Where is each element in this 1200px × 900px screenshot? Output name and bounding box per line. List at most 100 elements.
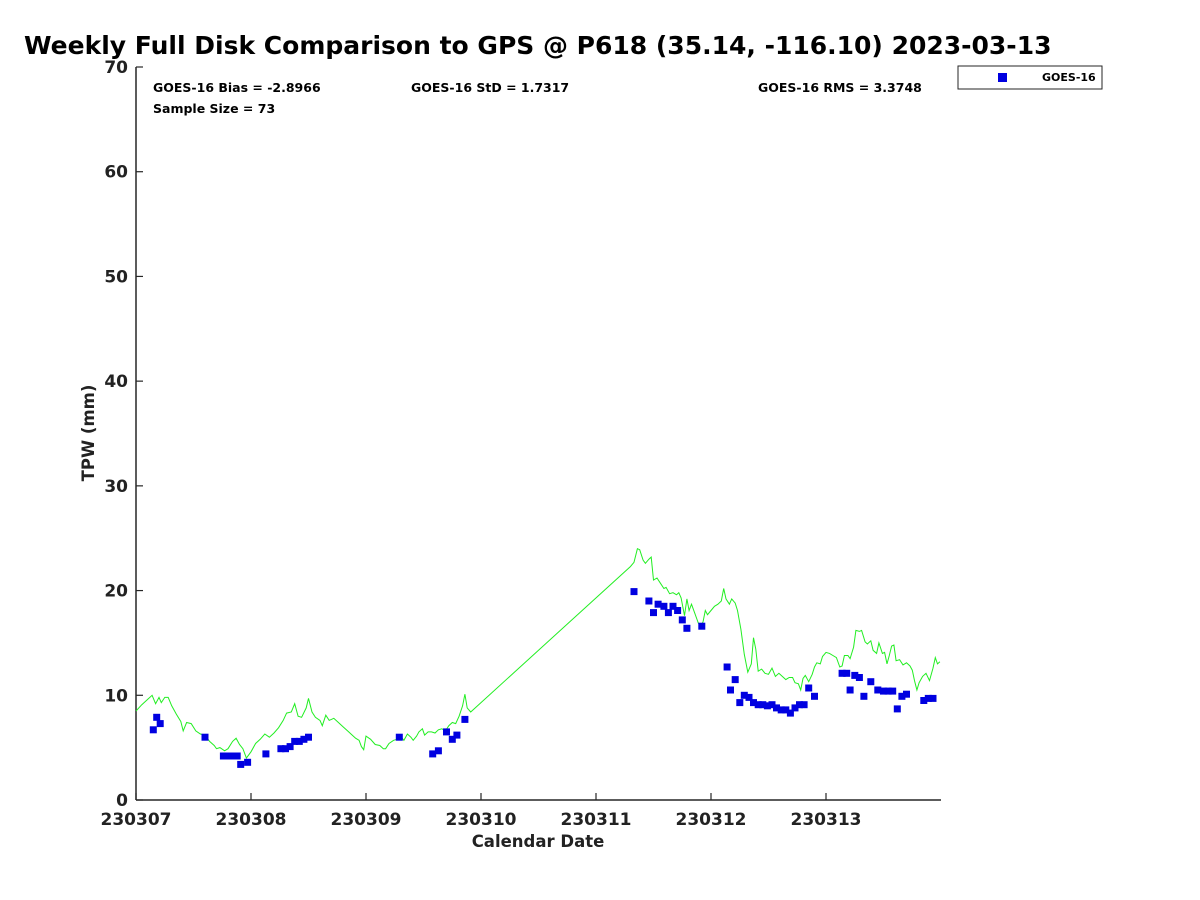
goes16-point [731,676,739,684]
goes16-point [791,704,799,712]
plot-area [136,67,941,800]
goes16-point [903,690,910,698]
goes16-point [860,692,868,700]
goes16-point [811,692,818,700]
gps-line [135,548,941,760]
goes16-point [669,602,677,610]
goes16-point [664,609,672,617]
goes16-point [782,706,790,714]
goes16-point [884,687,892,695]
std-stat: GOES-16 StD = 1.7317 [411,80,569,95]
goes16-point [461,715,469,723]
goes16-point [153,713,161,721]
goes16-point [855,674,863,681]
y-tick-label: 60 [104,163,128,183]
goes16-point [295,737,303,745]
goes16-point [282,745,289,753]
x-tick-label: 230311 [561,810,632,830]
goes16-point [800,701,808,709]
goes16-point [305,733,312,741]
x-tick-label: 230307 [101,810,172,830]
goes16-point [201,733,209,741]
goes16-point [786,709,794,717]
y-tick-label: 50 [104,267,128,287]
goes16-point [277,745,285,753]
goes16-point [736,699,744,707]
goes16-point [660,602,668,610]
x-tick-label: 230312 [676,810,747,830]
rms-stat: GOES-16 RMS = 3.3748 [758,80,922,95]
y-tick-label: 40 [104,372,128,392]
goes16-point [893,705,901,713]
goes16-point [698,622,706,630]
goes16-point [796,701,803,709]
goes16-point [805,684,813,692]
y-tick-label: 10 [104,686,128,706]
goes16-point [443,728,450,736]
goes16-point [645,597,653,605]
goes16-point [233,752,241,760]
legend: GOES-16 [957,65,1103,90]
goes16-point [773,704,780,712]
goes16-point [745,693,753,701]
goes16-point [650,609,657,617]
x-axis-label: Calendar Date [472,832,605,851]
goes16-point [874,686,882,694]
goes16-point [763,702,771,710]
goes16-point [300,735,308,743]
goes16-point [683,624,691,632]
goes16-point [149,726,157,734]
x-tick-label: 230309 [331,810,402,830]
goes16-point [851,671,859,679]
legend-box [957,65,1103,90]
goes16-point [723,663,731,671]
goes16-point [759,701,767,709]
goes16-point [750,699,757,707]
y-tick-label: 0 [116,791,128,811]
goes16-point [768,701,776,709]
goes16-point [727,686,734,694]
goes16-point [237,760,245,768]
goes16-point [448,735,456,743]
goes16-point [654,600,662,608]
goes16-point [678,616,686,624]
goes16-point [434,747,442,755]
y-axis-ticks: 0 10 20 30 40 50 60 70 [104,58,143,811]
goes16-point [920,697,928,704]
goes16-point [754,701,762,709]
x-tick-label: 230310 [446,810,517,830]
goes16-point [889,687,897,695]
sample-size-stat: Sample Size = 73 [153,101,275,116]
goes16-point [838,669,846,677]
goes16-point [286,743,294,751]
legend-label-goes16: GOES-16 [1042,71,1096,84]
y-tick-label: 30 [104,477,128,497]
goes16-point [453,731,461,739]
goes16-point [846,686,854,694]
goes16-point [630,588,638,596]
goes16-point [777,706,785,714]
x-tick-label: 230308 [216,810,287,830]
goes16-point [929,694,937,702]
goes16-point [674,607,682,614]
goes16-point [880,687,887,695]
goes16-point [740,691,748,699]
chart-title: Weekly Full Disk Comparison to GPS @ P61… [24,31,1051,60]
goes16-point [244,758,252,766]
goes16-point [156,720,164,728]
goes16-point [867,678,875,686]
y-tick-label: 70 [104,58,128,78]
goes16-points [149,588,937,768]
goes16-point [924,694,932,702]
goes16-point [898,692,906,700]
y-axis-label: TPW (mm) [79,385,98,482]
x-axis-ticks: 230307 230308 230309 230310 230311 230312 2303… [101,793,862,830]
goes16-point [291,737,299,745]
y-tick-label: 20 [104,582,128,602]
x-tick-label: 230313 [791,810,862,830]
goes16-point [843,669,851,677]
goes16-point [395,733,403,741]
goes16-point [429,750,437,758]
bias-stat: GOES-16 Bias = -2.8966 [153,80,321,95]
